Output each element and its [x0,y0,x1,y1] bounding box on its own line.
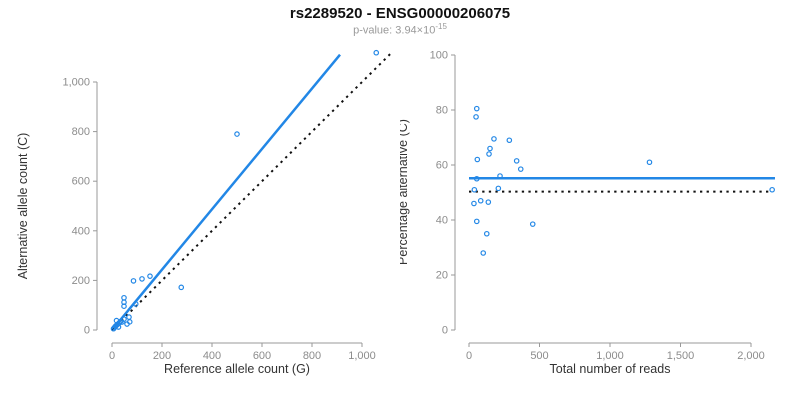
y-tick-label: 0 [442,325,448,337]
x-tick-label: 600 [253,350,271,362]
x-tick-label: 200 [153,350,171,362]
x-tick-label: 800 [303,350,321,362]
scatter-point [513,158,520,164]
x-tick-label: 0 [466,350,472,362]
scatter-point [497,173,503,179]
y-tick-label: 800 [72,126,90,138]
y-axis-title: Percentage alternative (C) [400,119,410,265]
scatter-point [769,186,775,193]
identity-line [111,51,393,331]
scatter-point [473,175,480,182]
scatter-point [480,250,487,256]
scatter-point [178,284,185,291]
scatter-point [473,218,480,225]
scatter-point [495,185,502,192]
right-scatter-plot: 0 500 1,000 1,500 2,000 0 20 40 60 80 100 Total num… [400,50,775,376]
x-tick-label: 1,000 [348,350,376,362]
scatter-point [506,137,513,144]
scatter-point [126,314,132,320]
scatter-point [483,230,490,237]
scatter-point [471,186,478,193]
scatter-point [147,273,153,279]
pvalue-subtitle: p-value: 3.94×10-15 [0,22,800,37]
plots-row: 0 200 400 600 800 1,000 0 200 400 600 800 1,000 Refe… [0,40,800,400]
y-tick-label: 40 [436,215,448,227]
x-tick-label: 2,000 [737,350,765,362]
scatter-point [491,136,497,142]
fit-line [111,53,341,331]
x-axis-title: Reference allele count (G) [164,362,310,376]
y-tick-label: 600 [72,176,90,188]
scatter-point [477,197,484,204]
page-title: rs2289520 - ENSG00000206075 [289,5,511,22]
scatter-point [234,131,240,137]
scatter-point [485,199,492,205]
scatter-point [487,145,493,152]
left-scatter-plot: 0 200 400 600 800 1,000 0 200 400 600 800 1,000 Refe… [16,49,393,376]
y-tick-label: 100 [430,50,448,62]
scatter-point [474,156,481,163]
scatter-point [115,324,122,330]
scatter-point [473,105,480,112]
scatter-point [471,200,477,207]
x-tick-label: 400 [203,350,221,362]
y-tick-label: 1,000 [62,77,90,89]
x-tick-label: 0 [109,350,115,362]
scatter-point [373,49,380,56]
scatter-point [113,317,120,324]
y-tick-label: 0 [84,325,90,337]
figure-header: rs2289520 - ENSG00000206075 p-value: 3.9… [0,0,800,40]
y-tick-label: 60 [436,160,448,172]
scatter-point [486,151,492,157]
scatter-point [132,301,139,307]
scatter-point [139,276,145,282]
scatter-point [517,166,524,172]
y-tick-label: 20 [436,270,448,282]
scatter-point [646,159,653,166]
y-tick-label: 400 [72,225,90,237]
scatter-point [130,278,137,284]
y-tick-label: 80 [436,105,448,117]
x-tick-label: 1,500 [667,350,695,362]
x-tick-label: 500 [530,350,548,362]
y-tick-label: 200 [72,275,90,287]
scatter-point [473,114,479,120]
scatter-point [121,316,127,322]
pvalue-text: p-value: 3.94×10 [353,24,436,37]
scatter-point [529,221,536,227]
scatter-point [121,294,127,301]
y-axis-title: Alternative allele count (C) [16,133,30,280]
pvalue-exponent: -15 [435,22,447,31]
x-tick-label: 1,000 [596,350,624,362]
x-axis-title: Total number of reads [550,362,671,376]
